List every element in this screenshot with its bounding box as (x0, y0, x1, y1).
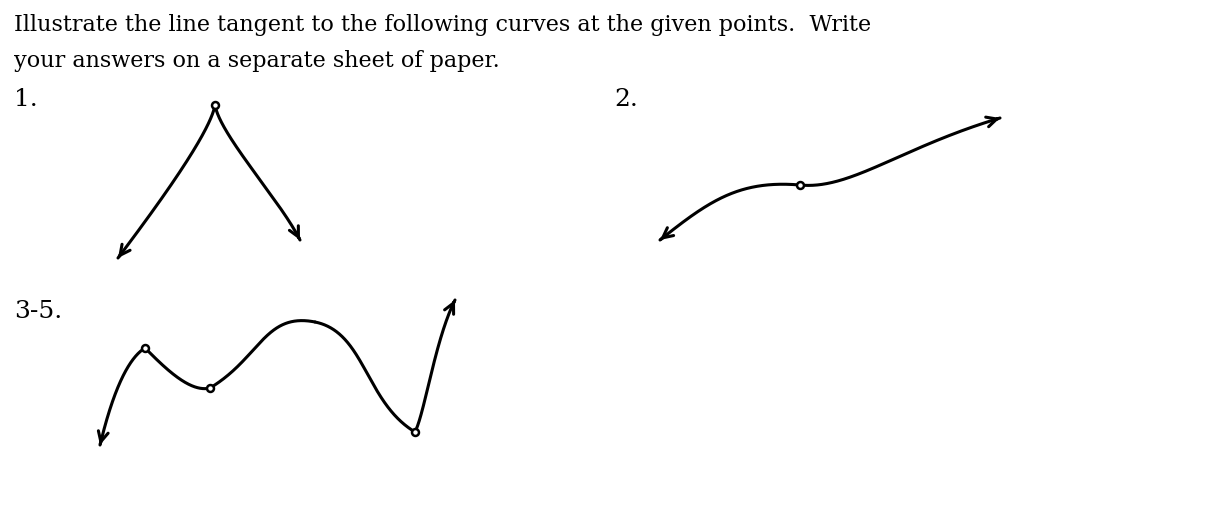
Text: 3-5.: 3-5. (15, 300, 62, 323)
Text: 2.: 2. (613, 88, 638, 111)
Text: your answers on a separate sheet of paper.: your answers on a separate sheet of pape… (15, 50, 500, 72)
Text: 1.: 1. (15, 88, 38, 111)
Text: Illustrate the line tangent to the following curves at the given points.  Write: Illustrate the line tangent to the follo… (15, 14, 871, 36)
